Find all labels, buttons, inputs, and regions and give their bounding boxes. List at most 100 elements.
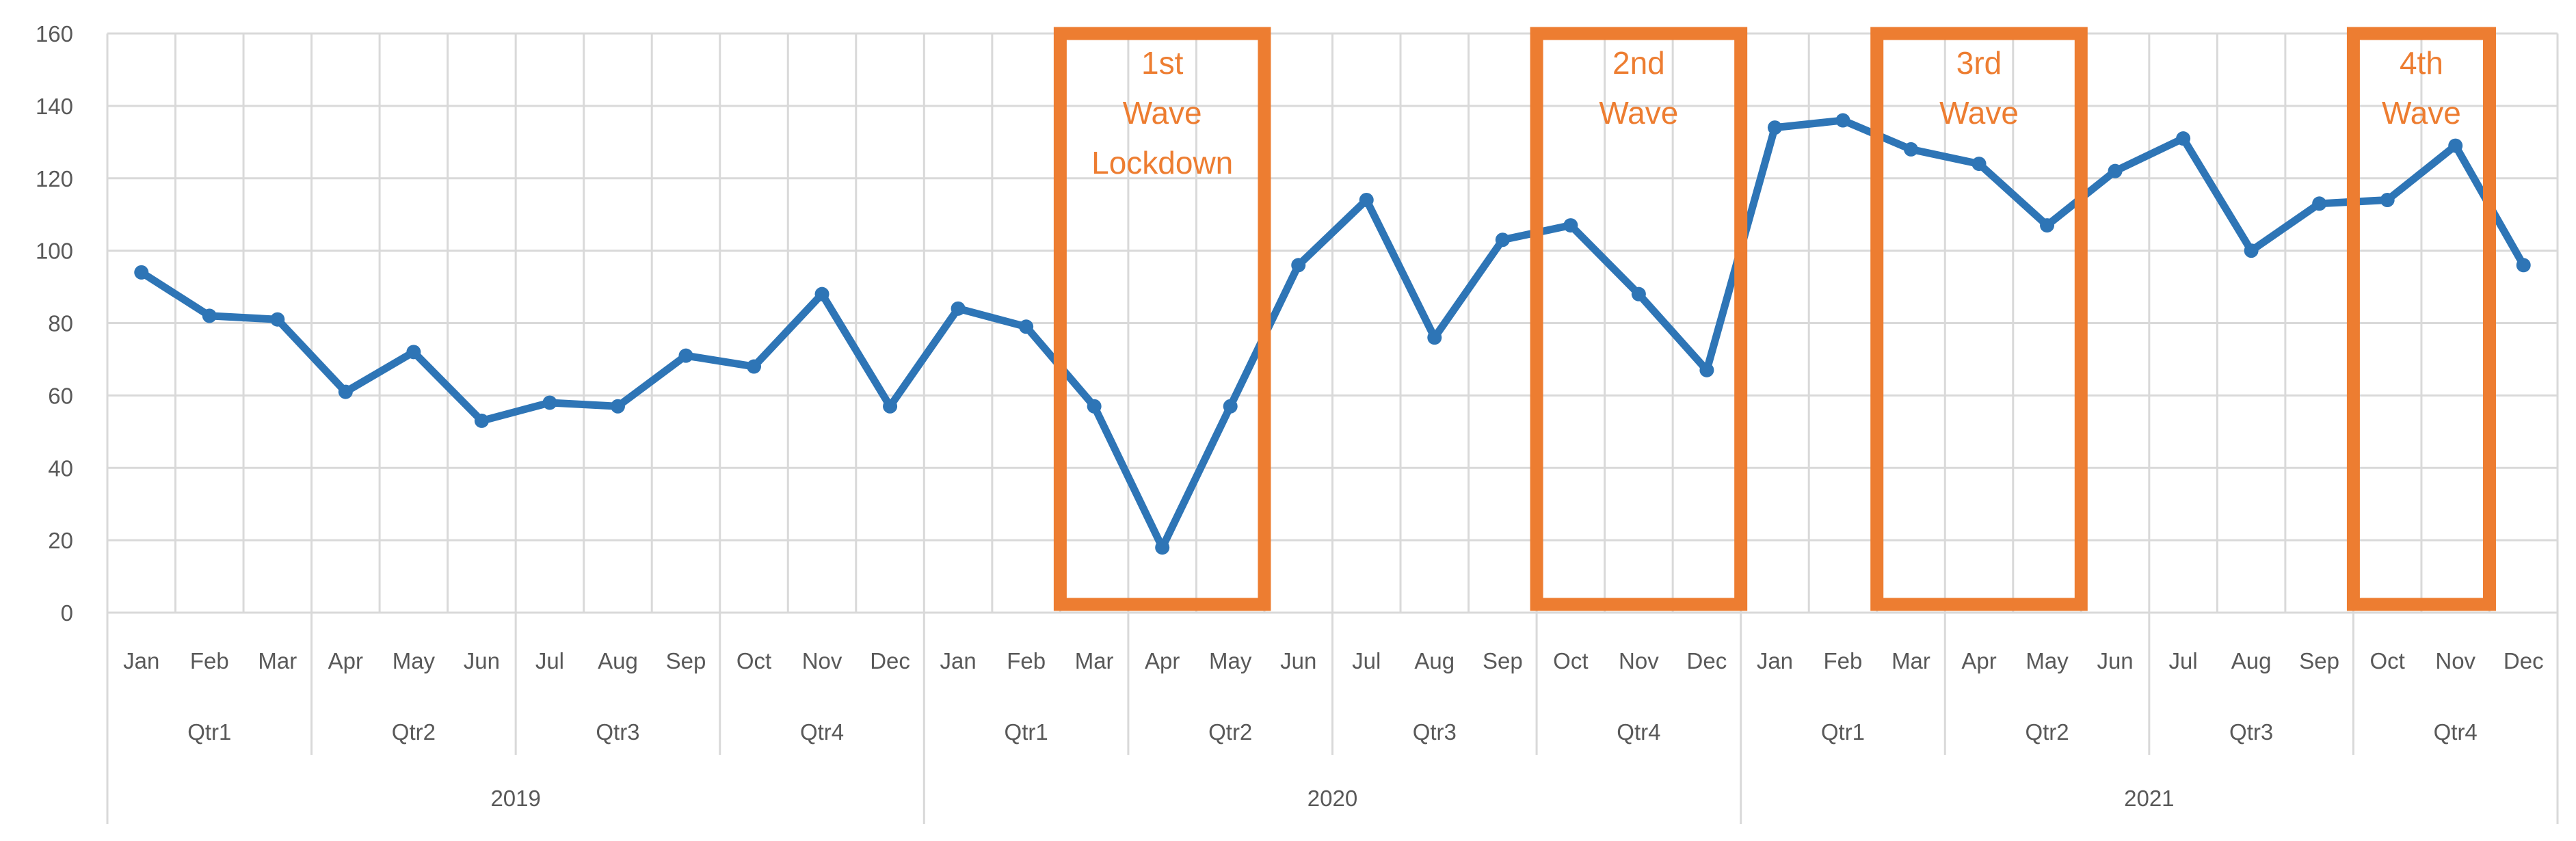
data-point: [1427, 330, 1442, 345]
month-label: Nov: [1619, 648, 1659, 673]
data-point: [1563, 218, 1578, 233]
month-label: Oct: [2370, 648, 2405, 673]
data-point: [1359, 193, 1374, 208]
wave-annotation-text: Lockdown: [1091, 145, 1233, 181]
data-point: [1291, 258, 1306, 273]
data-point: [474, 413, 489, 428]
wave-annotation-text: 2nd: [1612, 45, 1665, 81]
y-tick-label: 100: [36, 239, 73, 264]
month-label: Mar: [1075, 648, 1114, 673]
month-label: Nov: [802, 648, 842, 673]
data-point: [2448, 138, 2463, 153]
data-point: [2176, 131, 2191, 146]
wave-annotation-text: 4th: [2400, 45, 2443, 81]
month-label: Jan: [1757, 648, 1793, 673]
wave-annotation-text: Wave: [2382, 95, 2461, 131]
data-point: [2380, 193, 2395, 208]
data-point: [2108, 163, 2123, 178]
wave-annotation-box: [1870, 27, 2088, 611]
quarter-label: Qtr3: [596, 719, 639, 745]
year-label: 2019: [490, 786, 540, 811]
month-label: Apr: [1145, 648, 1180, 673]
month-label: Feb: [1824, 648, 1863, 673]
data-point: [1223, 399, 1238, 414]
data-point: [1835, 113, 1850, 128]
wave-annotation-text: Wave: [1123, 95, 1202, 131]
data-point: [270, 312, 285, 327]
month-label: Mar: [258, 648, 297, 673]
quarter-label: Qtr3: [1413, 719, 1457, 745]
month-label: Sep: [1483, 648, 1523, 673]
data-point: [1971, 157, 1987, 172]
data-point: [747, 359, 762, 374]
month-label: Jan: [940, 648, 976, 673]
data-point: [542, 395, 557, 410]
month-label: Jul: [2169, 648, 2198, 673]
month-label: Apr: [1961, 648, 1996, 673]
wave-annotation-box: [2346, 27, 2496, 611]
y-tick-label: 120: [36, 166, 73, 191]
quarter-label: Qtr2: [392, 719, 436, 745]
data-point: [202, 308, 217, 323]
data-point: [2516, 258, 2531, 273]
month-label: May: [393, 648, 436, 673]
wave-annotation-box: [1053, 27, 1271, 611]
month-label: Jun: [1280, 648, 1316, 673]
quarter-label: Qtr4: [2434, 719, 2478, 745]
data-point: [2244, 243, 2259, 258]
data-point: [134, 265, 149, 280]
y-tick-label: 60: [48, 383, 73, 408]
month-label: Jul: [535, 648, 564, 673]
y-tick-label: 20: [48, 528, 73, 553]
quarter-label: Qtr1: [1005, 719, 1048, 745]
year-label: 2021: [2124, 786, 2174, 811]
month-label: Sep: [2299, 648, 2339, 673]
data-point: [1631, 286, 1646, 302]
data-point: [814, 286, 829, 302]
month-label: May: [1209, 648, 1252, 673]
data-point: [1019, 319, 1034, 334]
data-point: [338, 384, 353, 399]
data-series-line: [137, 116, 2527, 552]
month-label: Apr: [328, 648, 363, 673]
quarter-label: Qtr4: [800, 719, 844, 745]
month-label: Oct: [736, 648, 771, 673]
data-point: [2040, 218, 2055, 233]
month-label: Dec: [870, 648, 910, 673]
wave-annotation-text: Wave: [1939, 95, 2019, 131]
y-tick-label: 0: [61, 600, 73, 626]
quarter-label: Qtr2: [2025, 719, 2069, 745]
data-point: [1767, 120, 1782, 135]
data-point: [1699, 362, 1714, 377]
month-label: Jan: [123, 648, 159, 673]
quarter-label: Qtr2: [1208, 719, 1252, 745]
wave-annotation-text: 1st: [1141, 45, 1184, 81]
month-label: Jun: [2097, 648, 2133, 673]
y-tick-label: 140: [36, 94, 73, 119]
month-label: Dec: [2504, 648, 2544, 673]
month-label: Mar: [1891, 648, 1930, 673]
quarter-label: Qtr4: [1617, 719, 1660, 745]
data-point: [1495, 232, 1510, 248]
data-point: [1903, 142, 1918, 157]
month-label: Dec: [1687, 648, 1727, 673]
quarter-label: Qtr1: [1821, 719, 1865, 745]
data-point: [406, 345, 421, 360]
data-point: [883, 399, 898, 414]
wave-annotation-text: Wave: [1599, 95, 1678, 131]
month-label: Jun: [464, 648, 500, 673]
month-label: Aug: [2231, 648, 2272, 673]
data-point: [1155, 540, 1170, 555]
month-label: May: [2026, 648, 2069, 673]
wave-annotation-text: 3rd: [1956, 45, 2002, 81]
y-tick-label: 40: [48, 455, 73, 481]
wave-annotation-box: [1530, 27, 1748, 611]
data-point: [678, 348, 693, 363]
data-point: [2312, 196, 2327, 211]
month-label: Oct: [1553, 648, 1588, 673]
month-label: Sep: [666, 648, 706, 673]
data-point: [1087, 399, 1102, 414]
